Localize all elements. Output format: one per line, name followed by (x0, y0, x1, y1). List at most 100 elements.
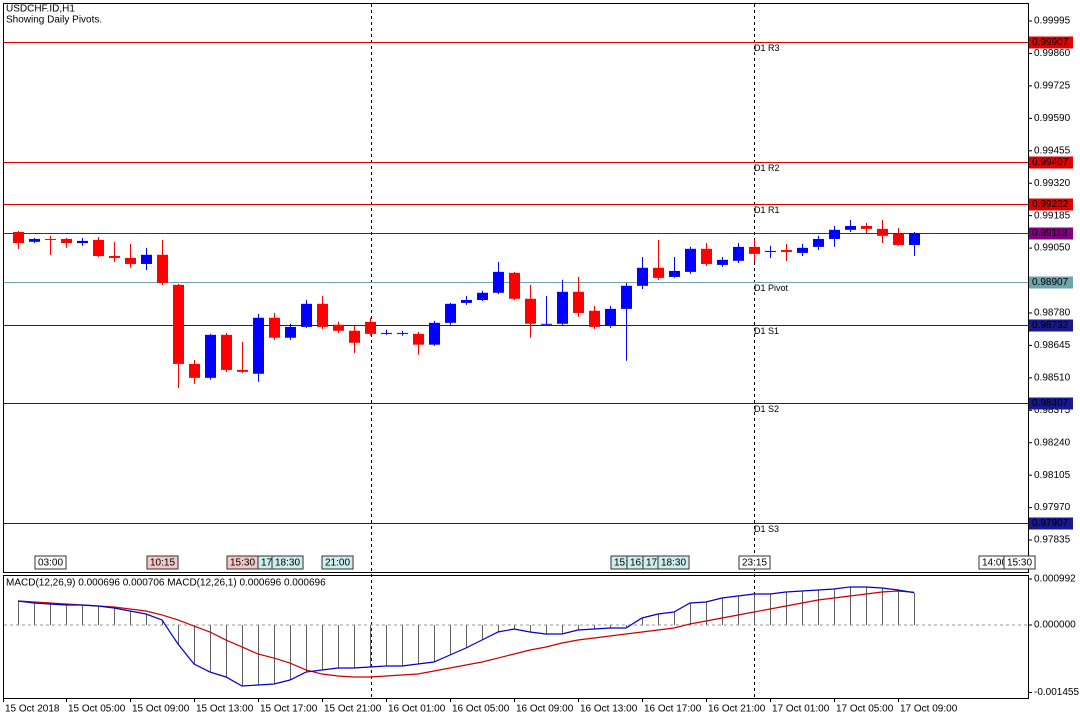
event-marker (738, 555, 771, 570)
candle-body (285, 326, 296, 338)
chart-subtitle: Showing Daily Pivots. (6, 15, 102, 26)
event-marker (1003, 555, 1036, 570)
y-tick-label: 0.97970 (1034, 502, 1071, 513)
event-label: 15: (614, 558, 628, 569)
event-label: 17: (646, 558, 660, 569)
y-tick-label: 0.98780 (1034, 308, 1071, 319)
candle-body (173, 284, 184, 364)
y-tick-label: 0.99320 (1034, 178, 1071, 189)
candle-body (317, 303, 328, 327)
candle-body (829, 229, 840, 239)
candle-body (253, 317, 264, 374)
x-tick-label: 16 Oct 05:00 (452, 704, 510, 715)
y-tick-label: -0.001455 (1034, 687, 1079, 698)
x-tick-label: 15 Oct 2018 (5, 704, 60, 715)
candle-body (557, 291, 568, 324)
candle-body (93, 239, 104, 257)
chart-title: USDCHF.ID,H1 (6, 4, 75, 15)
x-tick-label: 16 Oct 09:00 (516, 704, 574, 715)
candle-body (541, 323, 552, 325)
y-tick-label: 0.97835 (1034, 535, 1071, 546)
y-tick-label: 0.98375 (1034, 405, 1071, 416)
candle-body (765, 250, 776, 252)
x-tick-label: 17 Oct 05:00 (836, 704, 894, 715)
candle-body (397, 332, 408, 334)
candle-body (189, 363, 200, 378)
x-tick-label: 15 Oct 13:00 (196, 704, 254, 715)
candle-body (845, 225, 856, 230)
y-tick-label: 0.000992 (1034, 574, 1076, 585)
event-label: 18:30 (275, 558, 300, 569)
candle-body (333, 324, 344, 331)
pivot-value-box (1029, 276, 1073, 289)
candle-body (733, 246, 744, 261)
candle-body (445, 303, 456, 323)
candle-body (29, 238, 40, 242)
candle-body (861, 225, 872, 229)
y-tick-label: 0.99860 (1034, 48, 1071, 59)
event-label: 18:30 (661, 558, 686, 569)
event-marker (271, 555, 304, 570)
pivot-value-box (1029, 397, 1073, 410)
candle-body (877, 228, 888, 236)
pivot-name: D1 R2 (754, 163, 780, 173)
candle-body (493, 271, 504, 293)
candle-body (109, 256, 120, 258)
pivot-value-label: 0.98732 (1032, 320, 1069, 331)
candle-body (413, 333, 424, 345)
x-tick-label: 15 Oct 09:00 (132, 704, 190, 715)
signal-line (17, 590, 915, 678)
pivot-value-label: 0.99907 (1032, 37, 1069, 48)
candle-body (205, 334, 216, 378)
y-tick-label: 0.99995 (1034, 16, 1071, 27)
x-tick-label: 16 Oct 21:00 (708, 704, 766, 715)
pivot-name: D1 S2 (754, 404, 779, 414)
candle-body (797, 247, 808, 253)
y-tick-label: 0.98510 (1034, 372, 1071, 383)
candle-body (637, 267, 648, 286)
candle-body (605, 308, 616, 326)
event-label: 14:00 (982, 558, 1007, 569)
candle-body (45, 238, 56, 240)
pivot-value-box (1029, 36, 1073, 49)
x-tick-label: 15 Oct 17:00 (260, 704, 318, 715)
candle-body (509, 272, 520, 299)
event-marker (657, 555, 690, 570)
candle-body (525, 298, 536, 324)
candle-body (429, 322, 440, 345)
event-marker (321, 555, 354, 570)
candle-body (157, 254, 168, 283)
candle-body (685, 248, 696, 272)
macd-line (17, 586, 915, 687)
event-marker (34, 555, 67, 570)
x-tick-label: 15 Oct 21:00 (324, 704, 382, 715)
candle-body (269, 317, 280, 338)
pivot-name: D1 R3 (754, 43, 780, 53)
candle-body (813, 238, 824, 247)
pivot-value-label: 0.97907 (1032, 518, 1069, 529)
x-tick-label: 16 Oct 17:00 (644, 704, 702, 715)
candle-body (141, 254, 152, 264)
x-tick-label: 15 Oct 05:00 (68, 704, 126, 715)
candle-body (381, 332, 392, 334)
candle-body (461, 299, 472, 303)
candle-body (77, 240, 88, 244)
x-tick-label: 17 Oct 09:00 (900, 704, 958, 715)
pivot-name: D1 S3 (754, 524, 779, 534)
candle-body (237, 369, 248, 372)
candle-body (669, 270, 680, 277)
x-tick-label: 16 Oct 13:00 (580, 704, 638, 715)
candle-body (125, 257, 136, 264)
event-label: 17: (261, 558, 275, 569)
pivot-name: D1 Pivot (754, 283, 789, 293)
pivot-value-label: 0.99407 (1032, 157, 1069, 168)
y-tick-label: 0.98645 (1034, 340, 1071, 351)
candle-body (589, 310, 600, 327)
candle-body (717, 259, 728, 265)
candle-body (365, 321, 376, 334)
y-tick-label: 0.98105 (1034, 470, 1071, 481)
y-tick-label: 0.99590 (1034, 113, 1071, 124)
candle-body (61, 238, 72, 244)
candle-body (301, 303, 312, 327)
